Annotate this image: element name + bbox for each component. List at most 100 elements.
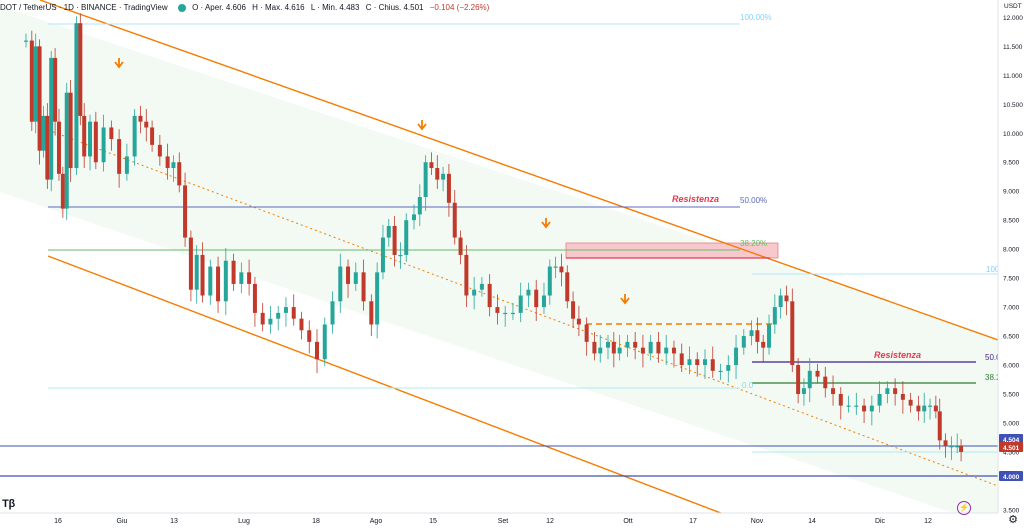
tradingview-logo-icon[interactable]: ᵀᵝ (2, 498, 16, 515)
y-tick-label: 8.500 (1003, 218, 1020, 225)
candle-body (893, 388, 898, 395)
resistance-label-2: Resistenza (874, 350, 921, 360)
candle-body (547, 266, 552, 296)
candle-body (223, 260, 228, 302)
x-tick-label: 12 (924, 518, 932, 525)
candle-body (534, 289, 539, 308)
candle-body (495, 307, 500, 313)
candle-body (291, 307, 296, 319)
candle-body (458, 237, 463, 255)
candle-body (239, 272, 244, 284)
channel-fill (0, 6, 998, 513)
candle-body (790, 301, 795, 366)
lightning-icon[interactable]: ⚡ (957, 501, 971, 515)
candle-body (138, 115, 143, 122)
candle-body (933, 405, 938, 412)
ohlc-close: C · Chius. 4.501 (365, 3, 424, 12)
candle-body (718, 370, 723, 373)
background-layer (0, 6, 998, 513)
candle-body (124, 156, 129, 174)
symbol-title[interactable]: DOT / TetherUS · 1D · BINANCE · TradingV… (0, 3, 168, 12)
candle-body (656, 341, 661, 354)
candle-body (117, 139, 122, 174)
candle-body (916, 405, 921, 412)
y-tick-label: 10.000 (1003, 131, 1023, 138)
candle-body (640, 347, 645, 354)
candle-body (268, 318, 273, 325)
candle-body (283, 307, 288, 313)
candle-body (386, 225, 391, 238)
channel-lower-line (47, 255, 723, 513)
candle-body (869, 405, 874, 412)
x-tick-label: 18 (312, 518, 320, 525)
candle-body (801, 388, 806, 395)
candle-body (200, 254, 205, 296)
down-arrow-icon (114, 58, 124, 69)
candle-body (64, 92, 69, 209)
candle-body (807, 370, 812, 389)
candle-body (435, 168, 440, 180)
settings-gear-icon[interactable]: ⚙ (1008, 514, 1018, 526)
price-tag-current-bg (999, 434, 1023, 444)
symbol-header: DOT / TetherUS · 1D · BINANCE · TradingV… (0, 0, 493, 16)
candle-body (885, 388, 890, 395)
candle-body (392, 225, 397, 255)
candle-body (441, 173, 446, 180)
candle-body (208, 266, 213, 296)
fib-r100-label: 100 (986, 265, 1000, 274)
channel-upper-line (39, 0, 998, 341)
candle-body (928, 405, 933, 407)
candle-body (216, 266, 221, 302)
price-tag-support: 4.000 (1003, 474, 1020, 481)
candle-body (838, 394, 843, 406)
candle-body (772, 307, 777, 325)
candle-body (78, 23, 83, 116)
candle-body (157, 144, 162, 157)
candle-body (695, 359, 700, 366)
candle-body (369, 301, 374, 325)
currency-label: USDT (1004, 3, 1022, 10)
candle-body (503, 312, 508, 315)
candle-body (741, 336, 746, 348)
candle-body (518, 295, 523, 313)
down-arrow-icon (620, 294, 630, 305)
candle-body (29, 40, 34, 122)
candle-body (353, 272, 358, 284)
candle-body (767, 324, 772, 348)
y-tick-label: 3.500 (1003, 507, 1020, 514)
candle-body (937, 411, 942, 441)
candle-body (299, 318, 304, 331)
y-tick-label: 5.000 (1003, 420, 1020, 427)
candle-body (165, 156, 170, 169)
candle-body (815, 370, 820, 377)
x-tick-label: Ott (623, 518, 632, 525)
y-tick-label: 4.500 (1003, 449, 1020, 456)
candle-body (617, 347, 622, 354)
x-tick-label: Dic (875, 518, 886, 525)
fib-r50-label: 50.00 (985, 353, 1006, 362)
candle-body (703, 359, 707, 366)
candle-body (60, 173, 65, 209)
candle-body (41, 115, 46, 151)
candle-body (330, 301, 335, 325)
price-tag-support-bg (999, 471, 1023, 481)
candle-body (346, 266, 351, 284)
candle-body (831, 388, 836, 395)
candle-body (53, 57, 58, 122)
candle-body (452, 202, 457, 238)
y-tick-label: 5.500 (1003, 392, 1020, 399)
candle-body (37, 46, 42, 151)
candle-body (862, 405, 867, 412)
y-tick-label: 7.000 (1003, 305, 1020, 312)
candle-body (404, 220, 409, 255)
candle-body (955, 446, 960, 448)
candle-body (429, 162, 434, 169)
candle-body (194, 254, 199, 290)
candle-body (606, 341, 610, 348)
candle-body (183, 185, 188, 238)
price-tag-prev: 4.501 (1003, 445, 1020, 452)
candle-body (908, 399, 913, 406)
candle-body (598, 347, 603, 354)
candle-body (710, 359, 715, 371)
